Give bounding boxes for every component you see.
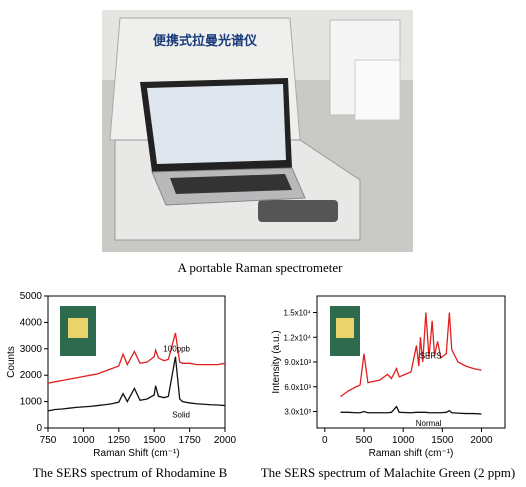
series-label: SERS	[420, 351, 442, 360]
series-label: 100ppb	[163, 344, 190, 353]
y-axis-label: Counts	[6, 346, 17, 378]
x-tick-label: 500	[356, 435, 373, 446]
x-tick-label: 1500	[431, 435, 454, 446]
y-tick-label: 3.0x10³	[284, 408, 311, 417]
inset-image	[60, 306, 360, 356]
y-tick-label: 3000	[20, 344, 43, 355]
y-tick-label: 2000	[20, 370, 43, 381]
x-tick-label: 1000	[392, 435, 415, 446]
series-line	[340, 312, 482, 398]
y-tick-label: 5000	[20, 291, 43, 302]
y-tick-label: 1.2x10⁴	[284, 333, 312, 342]
chart-caption: The SERS spectrum of Malachite Green (2 …	[261, 465, 516, 480]
y-tick-label: 9.0x10³	[284, 358, 311, 367]
x-tick-label: 1000	[72, 435, 95, 446]
x-tick-label: 1500	[143, 435, 166, 446]
chart-caption: The SERS spectrum of Rhodamine B	[33, 465, 228, 480]
series-label: Solid	[172, 411, 190, 420]
y-tick-label: 6.0x10³	[284, 383, 311, 392]
y-axis-label: Intensity (a.u.)	[271, 330, 282, 393]
y-tick-label: 1000	[20, 397, 43, 408]
y-tick-label: 4000	[20, 317, 43, 328]
x-tick-label: 750	[40, 435, 57, 446]
series-line	[47, 332, 226, 384]
plot-frame	[47, 295, 226, 429]
x-axis-label: Raman Shift (cm⁻¹)	[93, 448, 179, 459]
y-tick-label: 1.5x10⁴	[284, 309, 312, 318]
x-tick-label: 0	[322, 435, 328, 446]
x-axis-label: Raman shift (cm⁻¹)	[369, 448, 454, 459]
x-tick-label: 2000	[214, 435, 237, 446]
photo: 便携式拉曼光谱仪	[102, 10, 413, 252]
series-line	[340, 405, 482, 415]
photo-caption: A portable Raman spectrometer	[178, 260, 344, 275]
y-tick-label: 0	[36, 423, 42, 434]
case-label: 便携式拉曼光谱仪	[153, 33, 258, 48]
x-tick-label: 1750	[178, 435, 201, 446]
x-tick-label: 2000	[470, 435, 493, 446]
x-tick-label: 1250	[108, 435, 131, 446]
series-line	[47, 356, 226, 412]
series-label: Normal	[416, 419, 442, 428]
